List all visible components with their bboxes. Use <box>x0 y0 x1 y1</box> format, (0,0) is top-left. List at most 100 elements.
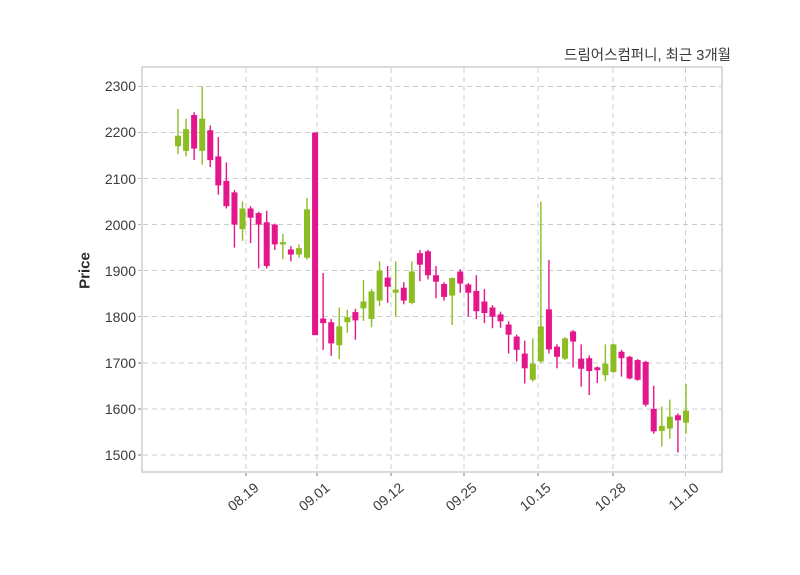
candle-body <box>618 351 625 359</box>
candle-body <box>505 324 512 335</box>
candle-body <box>473 290 480 312</box>
candle-body <box>553 346 560 357</box>
x-tick-label: 09.01 <box>295 479 333 515</box>
candle-body <box>481 301 488 314</box>
x-tick-label: 11.10 <box>665 479 702 514</box>
candle-body <box>271 224 278 245</box>
candle-body <box>433 275 440 282</box>
x-tick-mark <box>537 471 539 476</box>
candle-body <box>360 301 367 309</box>
candle-body <box>352 312 359 321</box>
candle-body <box>424 251 431 276</box>
candle-body <box>279 242 286 245</box>
candle-body <box>465 284 472 293</box>
candle-body <box>231 192 238 225</box>
candle-body <box>441 284 448 297</box>
candle-body <box>626 356 633 379</box>
candle-body <box>578 358 585 369</box>
x-tick-mark <box>245 471 247 476</box>
candle-body <box>666 416 673 429</box>
candle-body <box>400 287 407 301</box>
candle-body <box>207 130 214 161</box>
x-tick-label: 09.25 <box>442 479 480 515</box>
y-tick-mark <box>138 223 143 226</box>
y-tick-label: 1600 <box>104 400 136 417</box>
candle-body <box>529 363 536 380</box>
x-tick-mark <box>390 471 392 476</box>
y-tick-mark <box>138 408 143 410</box>
plot-area <box>141 66 723 473</box>
candle-body <box>199 118 206 151</box>
candle-body <box>376 270 383 301</box>
candle-body <box>545 309 552 350</box>
x-tick-mark <box>612 471 614 476</box>
candle-body <box>295 248 302 255</box>
candle-body <box>304 209 311 258</box>
candle-body <box>336 326 343 346</box>
candle-body <box>328 322 335 344</box>
candle-body <box>392 289 399 293</box>
candle-body <box>457 271 464 284</box>
x-tick-mark <box>463 471 465 476</box>
candle-body <box>497 314 504 322</box>
y-tick-label: 2300 <box>104 78 136 95</box>
candle-body <box>175 135 181 147</box>
candle-body <box>683 410 689 423</box>
candle-body <box>586 358 593 372</box>
chart-title: 드림어스컴퍼니, 최근 3개월 <box>564 48 731 64</box>
candle-body <box>408 271 415 303</box>
candle-body <box>658 425 665 431</box>
candle-body <box>513 336 520 350</box>
candle-body <box>223 180 230 207</box>
x-tick-label: 10.28 <box>591 479 629 515</box>
y-tick-label: 2000 <box>104 216 136 233</box>
y-tick-mark <box>138 315 143 318</box>
x-tick-label: 08.19 <box>224 479 262 515</box>
y-tick-label: 1500 <box>104 446 136 463</box>
candle-body <box>255 213 262 225</box>
candle-body <box>191 114 198 149</box>
candle-body <box>263 222 270 267</box>
y-tick-mark <box>138 85 143 88</box>
y-tick-label: 1700 <box>104 354 136 371</box>
candle-body <box>215 156 222 186</box>
candle-body <box>537 326 544 362</box>
y-tick-mark <box>138 131 143 134</box>
candle-body <box>287 249 294 255</box>
candle-body <box>344 317 351 323</box>
candle-body <box>384 277 391 287</box>
candle-body <box>416 253 423 265</box>
candle-body <box>610 344 617 372</box>
candle-body <box>674 415 681 421</box>
candle-body <box>320 318 327 324</box>
x-tick-mark <box>684 471 687 476</box>
candle-body <box>489 307 496 317</box>
candlestick-plot-svg <box>143 68 721 471</box>
candle-body <box>521 353 528 369</box>
candle-body <box>594 367 601 371</box>
candle-body <box>642 361 649 405</box>
x-tick-label: 10.15 <box>516 479 554 515</box>
candle-body <box>312 132 319 336</box>
candle-body <box>650 408 657 432</box>
y-tick-label: 1900 <box>104 262 136 279</box>
candle-body <box>183 129 190 151</box>
y-tick-label: 1800 <box>104 308 136 325</box>
y-tick-label: 2100 <box>104 170 136 187</box>
y-tick-label: 2200 <box>104 124 136 141</box>
candle-body <box>570 331 577 342</box>
y-tick-mark <box>138 362 143 364</box>
y-tick-mark <box>138 454 143 456</box>
x-tick-mark <box>316 471 318 476</box>
candle-body <box>449 278 456 296</box>
candle-body <box>239 208 246 230</box>
candle-body <box>562 338 569 359</box>
candle-body <box>247 208 254 218</box>
candle-body <box>602 363 609 376</box>
y-tick-mark <box>138 269 143 272</box>
candle-body <box>634 360 641 380</box>
y-tick-mark <box>138 177 143 180</box>
x-tick-label: 09.12 <box>369 479 407 515</box>
candle-body <box>368 291 375 320</box>
